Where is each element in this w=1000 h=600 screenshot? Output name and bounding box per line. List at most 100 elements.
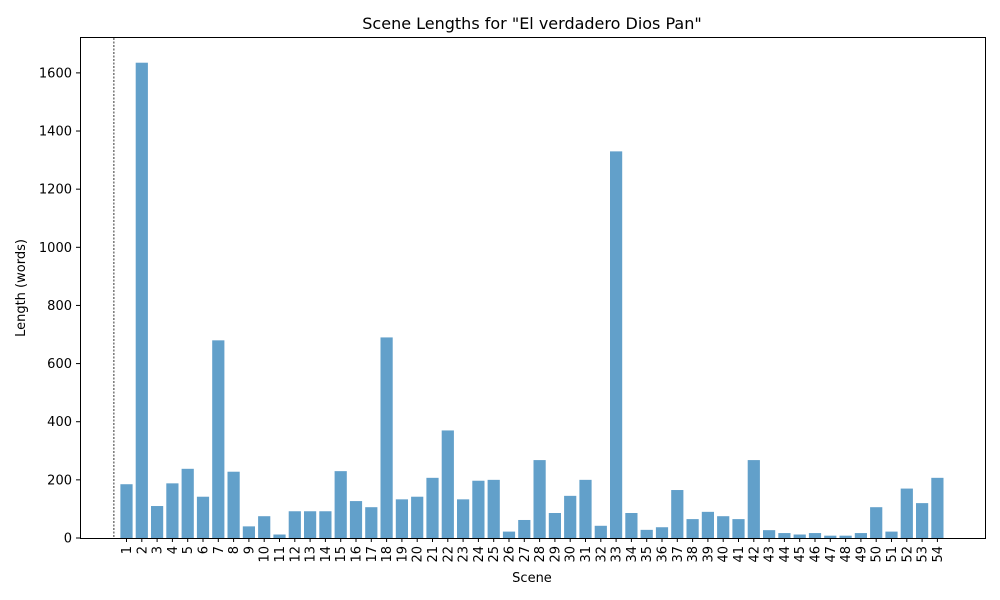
x-tick-label: 46 <box>809 546 824 563</box>
x-tick-label: 12 <box>288 546 303 563</box>
bar-scene-43 <box>763 530 776 538</box>
bar-scene-26 <box>502 531 516 538</box>
x-tick-label: 19 <box>395 546 410 563</box>
bar-scene-4 <box>166 483 179 538</box>
bar-scene-2 <box>135 62 148 539</box>
bar-scene-25 <box>487 479 500 538</box>
x-tick-label: 16 <box>350 546 365 563</box>
x-axis-label: Scene <box>512 571 552 586</box>
y-tick-label: 1400 <box>39 125 72 140</box>
bar-scene-33 <box>610 151 623 538</box>
bar-scene-24 <box>472 480 485 538</box>
x-tick-label: 14 <box>319 546 334 563</box>
y-axis-label: Length (words) <box>14 239 29 337</box>
bar-scene-13 <box>304 511 317 538</box>
x-tick-label: 24 <box>472 546 487 563</box>
x-tick-label: 8 <box>227 546 242 554</box>
bar-scene-7 <box>212 340 225 538</box>
x-tick-label: 31 <box>579 546 594 563</box>
x-tick-label: 47 <box>824 546 839 563</box>
bar-scene-3 <box>151 506 164 538</box>
x-tick-label: 3 <box>151 546 166 554</box>
bar-scene-15 <box>334 471 347 538</box>
bar-scene-16 <box>349 501 363 538</box>
bar-scene-14 <box>319 511 332 538</box>
x-tick-label: 52 <box>900 546 915 563</box>
y-tick-label: 1200 <box>39 183 72 198</box>
y-axis: 0 200 400 600 800 1000 1200 1400 1600 <box>39 66 80 547</box>
bar-scene-18 <box>380 337 393 538</box>
x-tick-label: 2 <box>135 546 150 554</box>
bar-scene-31 <box>579 479 592 538</box>
y-tick-label: 1000 <box>39 241 72 256</box>
x-tick-label: 27 <box>518 546 533 563</box>
plot-frame <box>80 37 986 539</box>
x-tick-label: 45 <box>793 546 808 563</box>
x-tick-label: 37 <box>671 546 686 563</box>
x-tick-label: 28 <box>533 546 548 563</box>
x-tick-label: 53 <box>916 546 931 563</box>
bar-scene-36 <box>655 527 669 538</box>
x-tick-label: 49 <box>854 546 869 563</box>
x-tick-label: 18 <box>380 546 395 563</box>
bars-group <box>120 62 944 539</box>
x-tick-label: 6 <box>197 546 212 554</box>
y-tick-label: 800 <box>47 299 72 314</box>
bar-scene-10 <box>258 516 271 538</box>
x-tick-label: 44 <box>778 546 793 563</box>
bar-scene-9 <box>242 526 255 538</box>
bar-scene-5 <box>181 468 194 538</box>
bar-scene-37 <box>671 490 684 538</box>
x-tick-label: 33 <box>610 546 625 563</box>
bar-scene-52 <box>900 488 913 538</box>
x-tick-label: 29 <box>548 546 563 563</box>
x-tick-label: 7 <box>212 546 227 554</box>
x-tick-label: 1 <box>120 546 135 554</box>
bar-scene-39 <box>701 511 714 538</box>
x-tick-label: 9 <box>242 546 257 554</box>
bar-scene-30 <box>564 495 577 538</box>
bar-scene-17 <box>365 507 378 538</box>
x-tick-label: 42 <box>747 546 762 563</box>
x-tick-label: 50 <box>870 546 885 563</box>
bar-scene-41 <box>732 519 745 538</box>
x-tick-label: 41 <box>732 546 747 563</box>
bar-scene-21 <box>426 477 439 538</box>
x-tick-label: 40 <box>717 546 732 563</box>
x-tick-label: 25 <box>487 546 502 563</box>
bar-scene-35 <box>640 529 653 538</box>
bar-scene-6 <box>196 496 210 538</box>
x-tick-label: 26 <box>503 546 518 563</box>
bar-scene-50 <box>870 507 883 538</box>
x-axis: 1 2 3 4 5 6 7 8 9 10 11 12 13 14 15 16 17 18 19 20 21 22 23 24 2… <box>120 538 946 563</box>
bar-scene-40 <box>717 516 730 538</box>
bar-scene-47 <box>824 535 837 538</box>
x-tick-label: 51 <box>885 546 900 563</box>
bar-scene-8 <box>227 471 240 538</box>
bar-scene-11 <box>273 534 286 538</box>
bar-scene-38 <box>686 519 699 538</box>
bar-scene-51 <box>885 531 898 538</box>
x-tick-label: 43 <box>763 546 778 563</box>
x-tick-label: 4 <box>166 546 181 554</box>
bar-scene-48 <box>839 535 852 538</box>
x-tick-label: 36 <box>656 546 671 563</box>
bar-scene-27 <box>518 519 531 538</box>
bar-scene-23 <box>457 499 470 538</box>
x-tick-label: 5 <box>181 546 196 554</box>
bar-scene-53 <box>916 503 929 538</box>
y-tick-label: 1600 <box>39 66 72 81</box>
x-tick-label: 32 <box>594 546 609 563</box>
bar-scene-46 <box>808 533 822 538</box>
bar-scene-45 <box>793 534 806 538</box>
bar-scene-19 <box>395 499 408 538</box>
x-tick-label: 35 <box>640 546 655 563</box>
bar-scene-32 <box>594 525 607 538</box>
x-tick-label: 21 <box>426 546 441 563</box>
bar-scene-29 <box>548 513 561 538</box>
x-tick-label: 10 <box>258 546 273 563</box>
x-tick-label: 23 <box>457 546 472 563</box>
x-tick-label: 15 <box>334 546 349 563</box>
x-tick-label: 48 <box>839 546 854 563</box>
